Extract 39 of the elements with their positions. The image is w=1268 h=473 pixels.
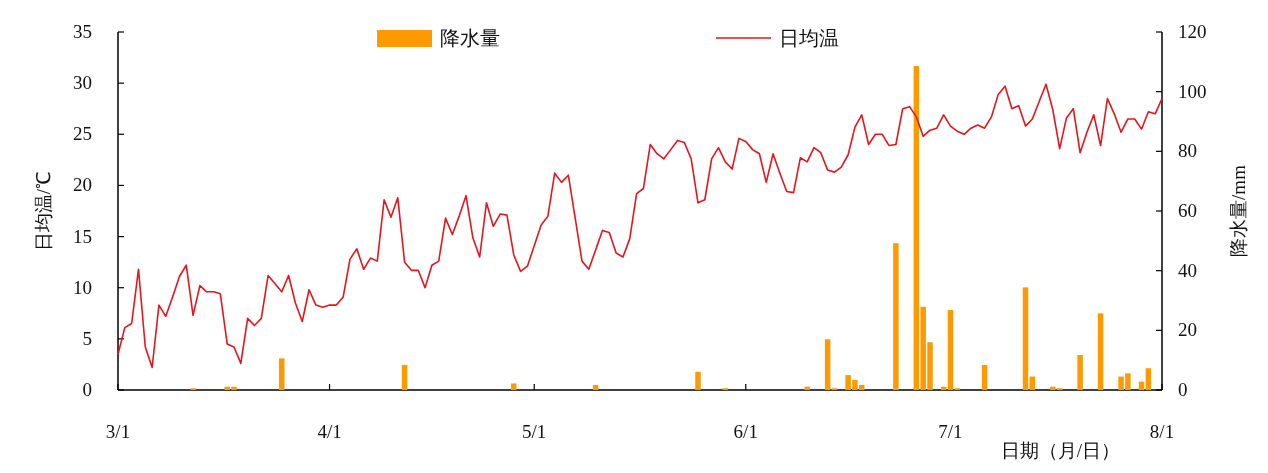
bar <box>947 310 954 390</box>
bar <box>695 371 701 390</box>
y-tick-label: 5 <box>82 327 92 349</box>
bar <box>981 364 988 390</box>
x-axis-title: 日期（月/日） <box>1000 440 1120 461</box>
y-tick-label: 30 <box>73 72 92 94</box>
bar <box>1097 313 1104 390</box>
y2-axis-title: 降水量/mm <box>1228 164 1249 257</box>
y2-tick-label: 0 <box>1178 379 1188 400</box>
y2-tick-label: 60 <box>1178 200 1197 221</box>
y-tick-label: 10 <box>73 276 92 298</box>
legend-label: 降水量 <box>440 27 500 49</box>
x-tick-label: 7/1 <box>938 421 963 442</box>
y2-tick-label: 80 <box>1178 140 1197 162</box>
x-tick-label: 6/1 <box>733 421 758 442</box>
bar <box>824 339 831 390</box>
x-tick-label: 4/1 <box>317 421 342 442</box>
legend-label: 日均温 <box>779 27 839 49</box>
x-tick-label: 5/1 <box>522 421 547 442</box>
bar <box>401 364 408 390</box>
y2-tick-label: 120 <box>1178 21 1207 42</box>
bar <box>1077 355 1083 390</box>
y-tick-label: 15 <box>73 225 92 247</box>
y2-tick-label: 20 <box>1178 319 1197 341</box>
bar <box>279 358 285 390</box>
bar <box>893 243 899 390</box>
x-tick-label: 8/1 <box>1149 421 1175 442</box>
bar <box>804 386 810 390</box>
y-tick-label: 25 <box>73 123 92 145</box>
bar <box>511 383 517 390</box>
y2-tick-label: 100 <box>1178 80 1207 102</box>
y-tick-label: 0 <box>82 379 92 400</box>
y-axis-title: 日均温/℃ <box>33 170 54 252</box>
y2-tick-label: 40 <box>1178 259 1197 281</box>
y-tick-label: 35 <box>73 21 92 42</box>
bar <box>1145 368 1152 390</box>
y-tick-label: 20 <box>73 174 92 196</box>
bar <box>1022 287 1029 390</box>
x-tick-label: 3/1 <box>105 421 131 442</box>
